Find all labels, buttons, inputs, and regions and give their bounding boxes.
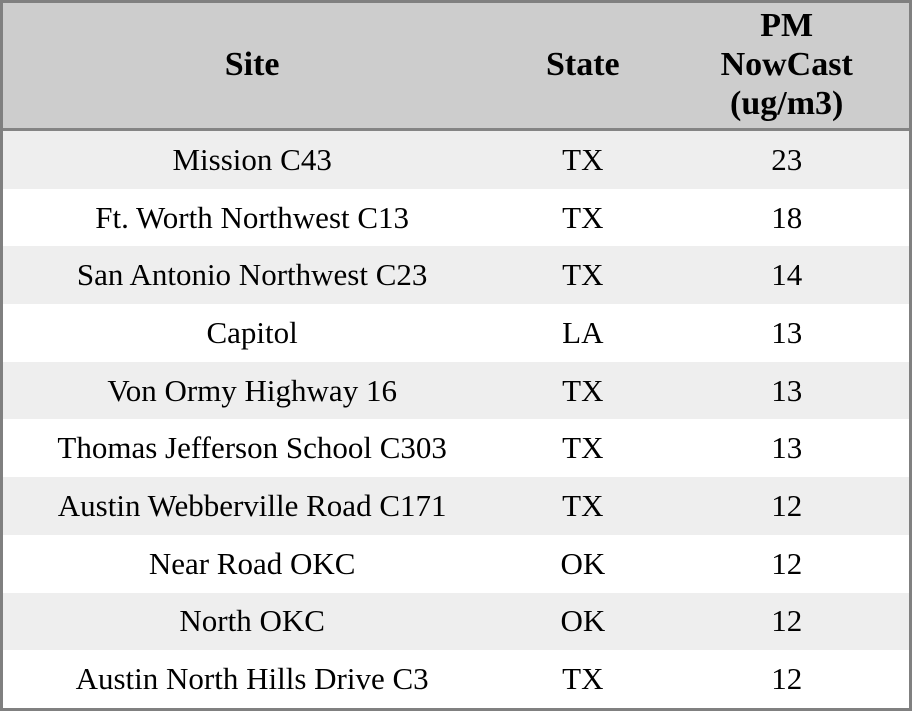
cell-state: TX: [562, 430, 604, 466]
cell-pm-nowcast: 12: [771, 545, 803, 581]
cell-pm-nowcast: 18: [771, 199, 803, 235]
cell-pm-nowcast: 12: [771, 661, 803, 697]
cell-pm-nowcast: 13: [771, 430, 803, 466]
cell-state: TX: [562, 372, 604, 408]
cell-state: TX: [562, 661, 604, 697]
column-header-site: Site: [3, 3, 502, 131]
cell-state: TX: [562, 199, 604, 235]
table-row: San Antonio Northwest C23 TX 14: [3, 246, 909, 305]
cell-site: Austin North Hills Drive C3: [75, 661, 429, 697]
table-row: Mission C43 TX 23: [3, 129, 909, 189]
column-header-pm-nowcast: PM NowCast (ug/m3): [664, 3, 909, 131]
table-row: Austin North Hills Drive C3 TX 12: [3, 650, 909, 708]
cell-site: Thomas Jefferson School C303: [57, 430, 447, 466]
cell-pm-nowcast: 12: [771, 487, 803, 523]
cell-state: LA: [562, 314, 604, 350]
cell-site: North OKC: [179, 603, 325, 639]
table-row: Capitol LA 13: [3, 304, 909, 362]
cell-pm-nowcast: 13: [771, 314, 803, 350]
cell-site: Capitol: [206, 314, 298, 350]
cell-state: OK: [560, 603, 606, 639]
table-body: Mission C43 TX 23 Ft. Worth Northwest C13 TX…: [3, 129, 909, 708]
cell-pm-nowcast: 12: [771, 603, 803, 639]
column-header-state: State: [501, 3, 665, 131]
column-header-site-label: Site: [224, 46, 280, 84]
table-row: Austin Webberville Road C171 TX 12: [3, 477, 909, 535]
cell-state: TX: [562, 257, 604, 293]
cell-pm-nowcast: 23: [771, 141, 803, 177]
table-row: Von Ormy Highway 16 TX 13: [3, 361, 909, 420]
cell-state: OK: [560, 545, 606, 581]
column-header-pm-nowcast-label: PM NowCast (ug/m3): [720, 7, 853, 122]
table-row: North OKC OK 12: [3, 592, 909, 651]
cell-site: Near Road OKC: [148, 545, 356, 581]
cell-state: TX: [562, 487, 604, 523]
column-header-state-label: State: [546, 46, 620, 84]
cell-site: Von Ormy Highway 16: [107, 372, 397, 408]
data-table: Site State PM NowCast (ug/m3) Mission C4…: [3, 3, 909, 708]
cell-site: Mission C43: [172, 141, 332, 177]
table-row: Near Road OKC OK 12: [3, 534, 909, 593]
cell-state: TX: [562, 141, 604, 177]
header-row: Site State PM NowCast (ug/m3): [3, 3, 909, 131]
table-row: Thomas Jefferson School C303 TX 13: [3, 419, 909, 478]
table-row: Ft. Worth Northwest C13 TX 18: [3, 188, 909, 247]
cell-site: San Antonio Northwest C23: [76, 257, 428, 293]
cell-site: Ft. Worth Northwest C13: [95, 199, 410, 235]
cell-site: Austin Webberville Road C171: [57, 487, 447, 523]
cell-pm-nowcast: 14: [771, 257, 803, 293]
cell-pm-nowcast: 13: [771, 372, 803, 408]
